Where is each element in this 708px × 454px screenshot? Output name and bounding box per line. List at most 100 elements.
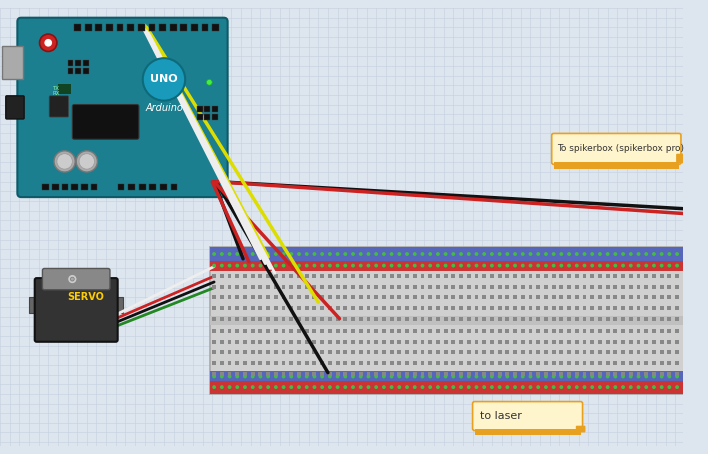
Bar xyxy=(413,317,417,321)
Circle shape xyxy=(513,252,517,256)
Circle shape xyxy=(613,375,617,379)
Bar xyxy=(210,261,685,271)
Bar xyxy=(529,317,532,321)
Bar xyxy=(536,350,540,354)
Bar xyxy=(83,68,88,74)
Circle shape xyxy=(320,385,324,389)
Bar xyxy=(351,274,355,278)
Bar xyxy=(421,306,424,310)
Bar xyxy=(235,296,239,299)
Circle shape xyxy=(375,264,378,267)
Bar xyxy=(336,350,340,354)
Circle shape xyxy=(405,264,409,267)
Circle shape xyxy=(367,252,370,256)
Circle shape xyxy=(660,264,663,267)
Bar xyxy=(544,274,548,278)
Circle shape xyxy=(389,264,394,267)
Bar xyxy=(668,274,671,278)
FancyBboxPatch shape xyxy=(2,46,23,79)
Bar xyxy=(583,350,586,354)
Bar xyxy=(297,285,301,289)
Circle shape xyxy=(343,385,347,389)
Text: SERVO: SERVO xyxy=(67,292,104,302)
Bar xyxy=(243,317,247,321)
Bar xyxy=(375,306,378,310)
Bar xyxy=(405,306,409,310)
Bar xyxy=(613,274,617,278)
Bar xyxy=(544,317,548,321)
Bar xyxy=(559,329,564,333)
Bar xyxy=(482,317,486,321)
Circle shape xyxy=(444,375,447,379)
Bar xyxy=(436,285,440,289)
Bar xyxy=(235,372,239,375)
Bar xyxy=(274,285,278,289)
Circle shape xyxy=(228,375,232,379)
Bar xyxy=(42,183,49,190)
Circle shape xyxy=(436,252,440,256)
Bar xyxy=(575,274,578,278)
Bar xyxy=(467,340,471,344)
Bar xyxy=(536,340,540,344)
Circle shape xyxy=(367,385,370,389)
Circle shape xyxy=(598,252,602,256)
Circle shape xyxy=(336,375,340,379)
Bar xyxy=(220,274,224,278)
Bar xyxy=(529,296,532,299)
Bar xyxy=(660,317,663,321)
Bar xyxy=(467,372,471,375)
Bar xyxy=(228,372,232,375)
Bar xyxy=(297,340,301,344)
Bar xyxy=(72,183,78,190)
Bar xyxy=(621,350,625,354)
Bar xyxy=(452,361,455,365)
Bar xyxy=(621,274,625,278)
Bar xyxy=(474,296,479,299)
Bar xyxy=(668,296,671,299)
Circle shape xyxy=(343,375,347,379)
Bar xyxy=(613,306,617,310)
Bar xyxy=(421,329,424,333)
Bar xyxy=(397,361,401,365)
Bar xyxy=(243,274,247,278)
Bar xyxy=(274,274,278,278)
Bar xyxy=(258,340,263,344)
Bar xyxy=(567,296,571,299)
Bar xyxy=(52,183,59,190)
Bar xyxy=(127,25,134,31)
Circle shape xyxy=(375,385,378,389)
Bar xyxy=(282,285,285,289)
Bar xyxy=(312,306,316,310)
Bar xyxy=(290,361,293,365)
Circle shape xyxy=(45,39,52,47)
Bar xyxy=(181,25,187,31)
Bar xyxy=(660,285,663,289)
Bar xyxy=(629,372,633,375)
Bar xyxy=(567,306,571,310)
Bar xyxy=(544,361,548,365)
Bar xyxy=(297,329,301,333)
Bar xyxy=(336,329,340,333)
Bar xyxy=(328,274,332,278)
Circle shape xyxy=(490,385,493,389)
Bar xyxy=(205,106,210,112)
Bar xyxy=(552,274,556,278)
Bar xyxy=(629,296,633,299)
Bar xyxy=(636,317,641,321)
Bar xyxy=(675,340,679,344)
Circle shape xyxy=(351,252,355,256)
Bar xyxy=(459,329,463,333)
Circle shape xyxy=(343,252,347,256)
Circle shape xyxy=(559,385,564,389)
Bar xyxy=(452,372,455,375)
Bar xyxy=(351,340,355,344)
Circle shape xyxy=(243,264,247,267)
Bar xyxy=(251,317,255,321)
Circle shape xyxy=(529,252,532,256)
Circle shape xyxy=(312,375,316,379)
Bar xyxy=(290,296,293,299)
Bar xyxy=(459,296,463,299)
Bar xyxy=(320,350,324,354)
Circle shape xyxy=(452,375,455,379)
Bar xyxy=(359,285,362,289)
